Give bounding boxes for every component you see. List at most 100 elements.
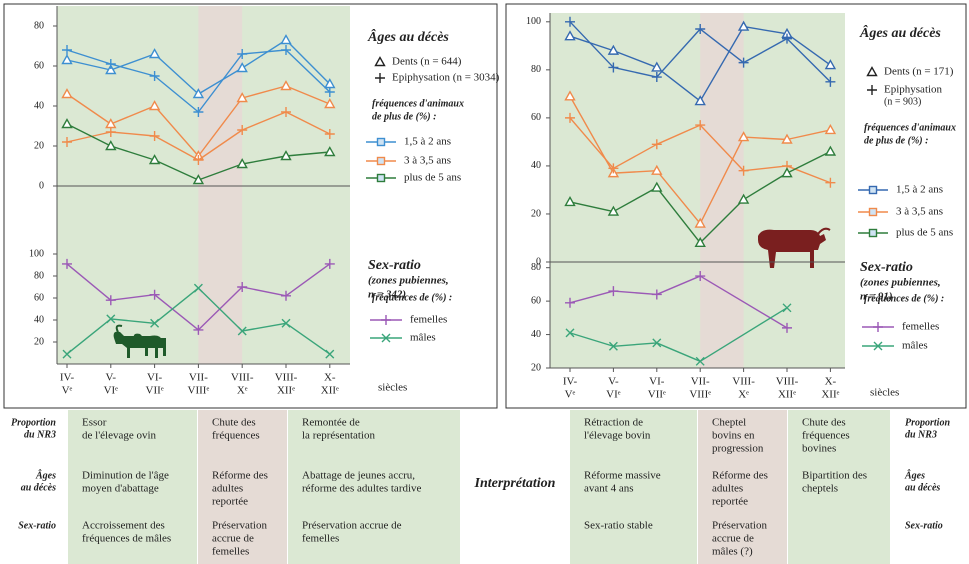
series-connector [285,151,330,157]
y-tick-label: 20 [531,208,541,219]
series-connector [613,143,658,169]
series-connector [241,111,287,131]
series-connector [786,165,831,184]
legend-subtitle: (zones pubiennes, [860,277,941,289]
table-cell-text: Rétraction de [584,417,643,429]
series-connector [699,124,745,172]
y-tick-label: 80 [34,270,44,281]
series-connector [110,131,155,137]
data-point [608,62,619,73]
data-point [324,87,335,97]
legend-title: Sex-ratio [860,260,913,275]
series-connector [285,111,331,135]
y-tick-label: 60 [531,112,541,123]
x-tick-label: VIIᵉ [648,389,666,401]
series-connector [656,342,701,362]
table-cell-text: bovines [802,443,836,455]
data-point [236,62,248,73]
row-label: Sex-ratio [905,520,943,531]
row-label: Sex-ratio [18,520,56,531]
legend-label: mâles [410,332,436,344]
series-connector [197,53,243,113]
series-connector [154,105,199,157]
data-point [738,165,749,176]
data-point [149,131,160,141]
series-connector [569,117,614,169]
series-connector [110,145,155,161]
legend-heading: fréquences d'animaux [372,98,464,109]
table-column-background [198,410,287,564]
legend-marker [868,207,878,217]
legend-marker [381,315,391,325]
data-point [105,127,116,137]
row-label: Proportion [11,417,56,428]
data-point [237,49,248,59]
series-connector [613,290,657,296]
legend-label: femelles [902,321,939,333]
x-tick-label: VIIᵉ [146,385,164,397]
data-point [608,163,619,174]
table-cell-text: femelles [302,533,339,545]
left-panel-frame [3,3,498,409]
table-cell-text: Accroissement des [82,520,165,532]
data-point [825,177,836,188]
x-tick-label: Vᵉ [565,389,576,401]
table-cell-text: Réforme massive [584,470,661,482]
table-cell-text: reportée [712,496,748,508]
background-layer [57,6,890,564]
y-tick-label: 60 [34,60,44,71]
series-connector [197,97,243,157]
series-connector [66,131,111,143]
data-point [281,107,291,117]
y-tick-label: 20 [531,362,541,373]
data-point [62,137,72,147]
series-connector [285,39,331,85]
table-cell-text: Préservation accrue de [302,520,402,532]
data-point [694,236,706,247]
legend-subtitle: n = 91) [860,291,893,303]
table-cell-text: Abattage de jeunes accru, [302,470,415,482]
y-tick-label: 80 [531,262,541,273]
x-tick-label: VI- [649,376,665,388]
table-cell-text: adultes [212,483,243,495]
legend-marker [868,228,878,238]
legend-heading: de plus de (%) : [864,135,928,146]
row-label: Âges [35,469,56,481]
legend-method: Dents (n = 644) [392,56,462,68]
data-point [281,290,291,301]
series-connector [154,287,199,324]
data-point [694,217,706,228]
data-point [281,45,291,55]
table-cell-text: mâles (?) [712,546,753,558]
series-connector [285,263,331,297]
data-point [192,174,205,185]
y-tick-label: 80 [531,64,541,75]
data-point [148,100,161,111]
table-cell-text: Remontée de [302,417,360,429]
data-point [651,72,662,83]
x-tick-label: Xᵉ [237,385,248,397]
table-cell-text: Réforme des [712,470,768,482]
series-connector [656,275,701,296]
data-point [824,145,837,156]
data-point [695,120,706,131]
series-connector [154,75,199,113]
data-point [737,131,750,142]
legend-marker [868,185,878,195]
data-point [695,356,705,366]
table-cell-text: progression [712,443,764,455]
x-tick-label: VIII- [776,376,799,388]
table-cell-text: réforme des adultes tardive [302,483,422,495]
data-point [565,112,575,123]
legend-label: mâles [902,340,928,352]
plot-background [550,13,845,368]
series-connector [198,129,243,161]
legend-marker [376,156,386,166]
series-connector [699,28,745,64]
data-point [565,16,575,27]
data-point [237,282,248,292]
data-point [62,349,72,359]
series-connector [110,53,155,71]
legend-symbol [374,56,386,67]
table-cell-text: Réforme des [212,470,268,482]
